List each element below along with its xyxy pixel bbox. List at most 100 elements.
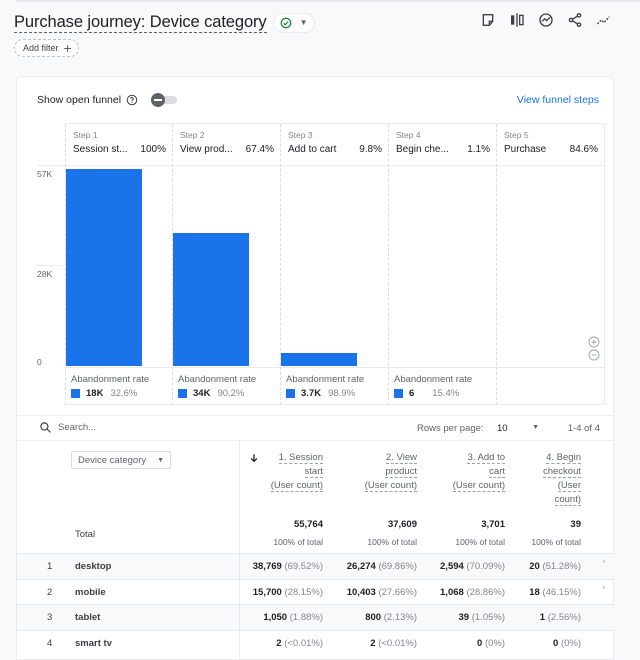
funnel-step-5[interactable]: Step 5 Purchase 84.6% <box>497 124 605 405</box>
table-cell: 0 (0%) <box>553 637 581 649</box>
abandonment-count: 3.7K <box>301 388 322 399</box>
step-number: Step 2 <box>180 130 205 140</box>
funnel-bar[interactable] <box>66 169 142 366</box>
funnel-steps: Step 1 Session st... 100% Abandonment ra… <box>65 123 605 405</box>
abandonment-box: Abandonment rate 3.7K 98.9% <box>281 367 388 405</box>
table-row[interactable]: 2 mobile 15,700 (28.15%) 10,403 (27.66%)… <box>17 578 615 605</box>
truncated-column-marker: ' <box>603 559 605 569</box>
legend-swatch <box>394 389 403 398</box>
insights-icon[interactable] <box>538 12 554 28</box>
step-number: Step 5 <box>504 130 529 140</box>
abandonment-rate: 98.9% <box>328 388 356 399</box>
step-header: Step 1 Session st... 100% <box>66 124 172 166</box>
compare-icon[interactable] <box>509 12 525 28</box>
open-funnel-control: Show open funnel <box>37 93 179 107</box>
row-dimension: desktop <box>75 561 112 572</box>
right-gutter <box>616 66 640 660</box>
y-tick-max: 57K <box>37 169 53 179</box>
step-header: Step 3 Add to cart 9.8% <box>281 124 388 166</box>
help-icon[interactable] <box>126 94 138 106</box>
note-icon[interactable] <box>480 12 496 28</box>
total-label: Total <box>75 529 96 540</box>
funnel-step-2[interactable]: Step 2 View prod... 67.4% Abandonment ra… <box>173 124 281 405</box>
trend-icon[interactable] <box>596 12 612 28</box>
rows-per-page-select[interactable]: 10 ▼ <box>497 423 539 434</box>
column-header-view-product[interactable]: 2. View product (User count) <box>347 451 417 493</box>
table-cell: 0 (0%) <box>477 637 505 649</box>
abandonment-count: 18K <box>86 388 104 399</box>
table-cell: 10,403 (27.66%) <box>346 586 417 598</box>
column-header-line: count) <box>554 494 581 506</box>
zoom-out-icon[interactable] <box>588 349 600 361</box>
sort-descending-icon[interactable] <box>249 453 259 463</box>
pagination-text: 1-4 of 4 <box>567 423 600 434</box>
chevron-down-icon: ▼ <box>532 424 539 431</box>
row-index: 3 <box>47 612 53 623</box>
search-placeholder: Search... <box>58 422 97 433</box>
total-share: 100% of total <box>273 537 323 547</box>
column-header-line: start <box>304 466 323 478</box>
column-header-begin-checkout[interactable]: 4. Begin checkout (User count) <box>527 451 581 507</box>
abandonment-rate: 90.2% <box>217 388 245 399</box>
total-value: 3,701 <box>481 519 505 530</box>
funnel-card: Show open funnel View funnel steps 57K 2… <box>16 76 615 660</box>
step-header: Step 2 View prod... 67.4% <box>173 124 280 166</box>
funnel-step-3[interactable]: Step 3 Add to cart 9.8% Abandonment rate… <box>281 124 389 405</box>
table-row[interactable]: 3 tablet 1,050 (1.88%) 800 (2.13%) 39 (1… <box>17 604 615 630</box>
abandonment-label: Abandonment rate <box>286 374 365 385</box>
column-header-session-start[interactable]: 1. Session start (User count) <box>257 451 323 493</box>
open-funnel-toggle[interactable] <box>151 93 179 107</box>
share-icon[interactable] <box>567 12 583 28</box>
column-header-line: product <box>385 466 417 478</box>
abandonment-count: 34K <box>193 388 211 399</box>
total-value: 55,764 <box>293 519 323 530</box>
funnel-bar[interactable] <box>173 233 249 366</box>
table-row[interactable]: 1 desktop 38,769 (69.52%) 26,274 (69.86%… <box>17 553 615 579</box>
column-header-line: checkout <box>542 466 581 478</box>
report-toolbar <box>480 12 612 28</box>
step-number: Step 1 <box>73 130 98 140</box>
table-cell: 18 (46.15%) <box>529 586 581 598</box>
add-filter-button[interactable]: Add filter + <box>14 39 79 57</box>
row-dimension: smart tv <box>75 637 112 649</box>
zoom-in-icon[interactable] <box>588 336 600 348</box>
search-input[interactable]: Search... <box>39 421 96 434</box>
table-cell: 2,594 (70.09%) <box>440 561 505 572</box>
abandonment-box-empty <box>497 367 604 405</box>
search-icon <box>40 422 51 433</box>
y-axis: 57K 28K 0 <box>37 123 65 405</box>
abandonment-label: Abandonment rate <box>178 374 257 385</box>
chevron-down-icon: ▼ <box>299 18 308 27</box>
total-share: 100% of total <box>367 537 417 547</box>
table-cell: 38,769 (69.52%) <box>252 561 323 572</box>
abandonment-label: Abandonment rate <box>71 374 150 385</box>
step-completion: 67.4% <box>245 144 274 155</box>
table-body: 1 desktop 38,769 (69.52%) 26,274 (69.86%… <box>17 553 615 655</box>
funnel-bar[interactable] <box>281 353 357 366</box>
y-tick-zero: 0 <box>37 357 42 367</box>
table-cell: 2 (<0.01%) <box>370 637 417 649</box>
dimension-select[interactable]: Device category ▼ <box>71 451 171 469</box>
funnel-step-4[interactable]: Step 4 Begin che... 1.1% Abandonment rat… <box>389 124 497 405</box>
step-plot <box>173 166 280 366</box>
step-plot <box>281 166 388 366</box>
funnel-step-1[interactable]: Step 1 Session st... 100% Abandonment ra… <box>65 124 173 405</box>
y-gridline <box>37 265 65 266</box>
column-header-line: 4. Begin <box>546 452 581 464</box>
legend-swatch <box>178 389 187 398</box>
step-completion: 100% <box>140 144 166 155</box>
table-cell: 39 (1.05%) <box>458 612 505 623</box>
column-divider <box>239 441 240 660</box>
page-title[interactable]: Purchase journey: Device category <box>14 13 267 33</box>
table-row[interactable]: 4 smart tv 2 (<0.01%) 2 (<0.01%) 0 (0%) … <box>17 629 615 656</box>
step-name: Begin che... <box>396 144 449 155</box>
status-dropdown[interactable]: ▼ <box>272 12 315 33</box>
table-cell: 2 (<0.01%) <box>276 637 323 649</box>
column-header-add-to-cart[interactable]: 3. Add to cart (User count) <box>437 451 505 493</box>
abandonment-box: Abandonment rate 6 15.4% <box>389 367 496 405</box>
table-cell: 800 (2.13%) <box>365 612 417 623</box>
check-circle-icon <box>280 17 291 28</box>
truncated-column-marker: ' <box>603 584 605 595</box>
y-gridline <box>37 165 65 166</box>
view-funnel-steps-link[interactable]: View funnel steps <box>516 94 599 106</box>
